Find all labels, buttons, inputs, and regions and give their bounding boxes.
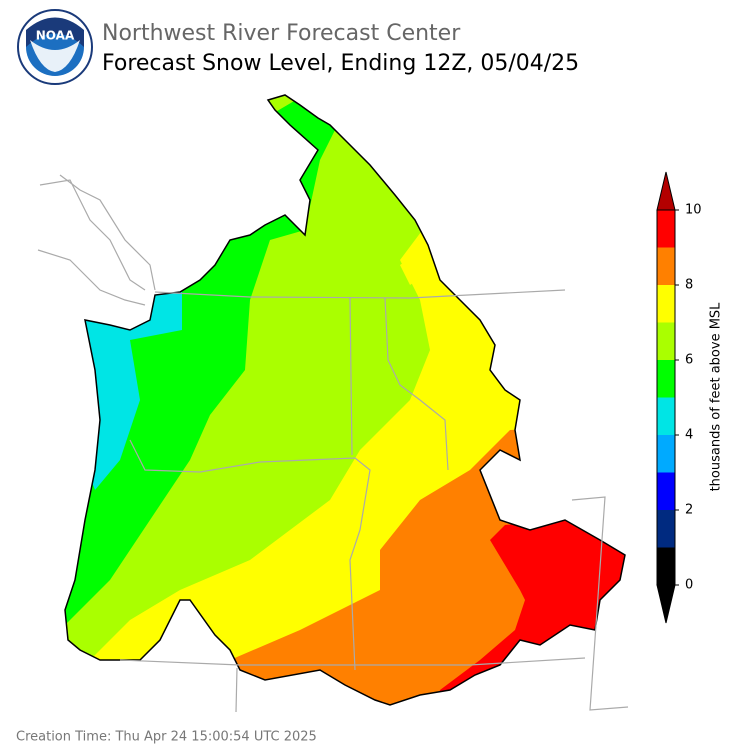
colorbar-under: [656, 584, 676, 624]
colorbar-over: [656, 171, 676, 211]
colorbar-segment: [657, 510, 675, 548]
colorbar-segment: [657, 360, 675, 398]
creation-time: Creation Time: Thu Apr 24 15:00:54 UTC 2…: [16, 730, 317, 745]
colorbar-segment: [657, 435, 675, 473]
colorbar-segment: [657, 285, 675, 323]
colorbar-segment: [657, 397, 675, 435]
colorbar-tick-label: 6: [685, 353, 693, 368]
logo-text: NOAA: [36, 29, 75, 43]
colorbar-tick-label: 8: [685, 278, 693, 293]
colorbar-segment: [657, 210, 675, 248]
colorbar-tick-label: 10: [685, 203, 702, 218]
header-subtitle: Forecast Snow Level, Ending 12Z, 05/04/2…: [102, 51, 579, 76]
colorbar: 0 2 4 6 8 10: [656, 171, 702, 624]
snow-level-map: [37, 94, 629, 713]
colorbar-segment: [657, 322, 675, 360]
colorbar-tick-label: 2: [685, 503, 693, 518]
colorbar-frame: [656, 209, 676, 586]
colorbar-segment: [657, 472, 675, 510]
colorbar-segment: [657, 247, 675, 285]
colorbar-tick-label: 0: [685, 578, 693, 593]
colorbar-segment: [657, 547, 675, 585]
colorbar-tick-label: 4: [685, 428, 693, 443]
colorbar-label: thousands of feet above MSL: [709, 302, 724, 492]
noaa-logo: NOAA: [17, 9, 93, 85]
header-title: Northwest River Forecast Center: [102, 21, 461, 46]
